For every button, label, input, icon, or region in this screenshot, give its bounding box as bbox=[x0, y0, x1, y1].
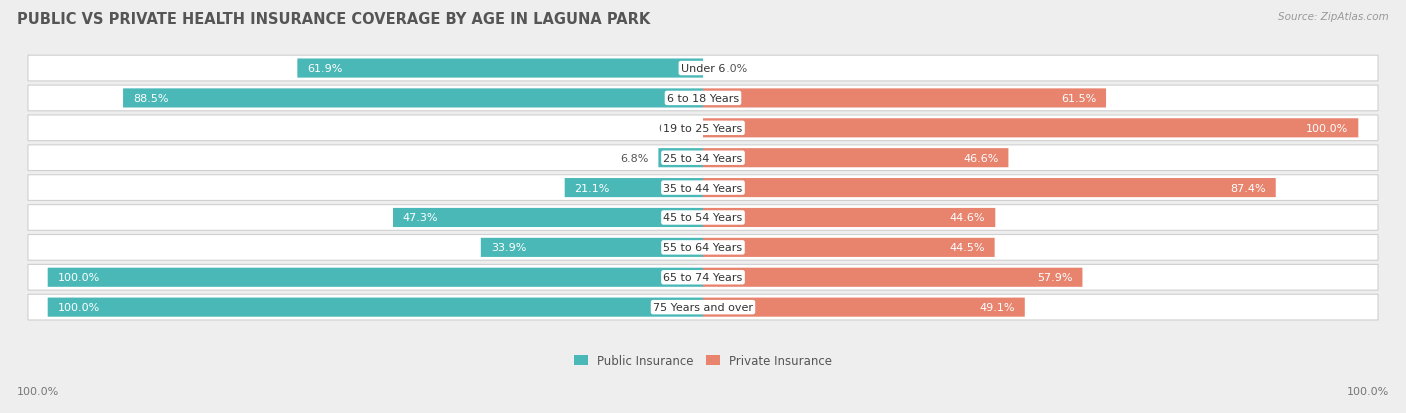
Text: Source: ZipAtlas.com: Source: ZipAtlas.com bbox=[1278, 12, 1389, 22]
Text: 19 to 25 Years: 19 to 25 Years bbox=[664, 123, 742, 133]
Text: 21.1%: 21.1% bbox=[575, 183, 610, 193]
Text: 49.1%: 49.1% bbox=[980, 302, 1015, 312]
FancyBboxPatch shape bbox=[703, 268, 1083, 287]
Text: 88.5%: 88.5% bbox=[134, 94, 169, 104]
Text: 100.0%: 100.0% bbox=[1306, 123, 1348, 133]
Text: 44.5%: 44.5% bbox=[949, 243, 984, 253]
Text: 100.0%: 100.0% bbox=[58, 302, 100, 312]
Text: 65 to 74 Years: 65 to 74 Years bbox=[664, 273, 742, 282]
FancyBboxPatch shape bbox=[48, 268, 703, 287]
FancyBboxPatch shape bbox=[48, 298, 703, 317]
FancyBboxPatch shape bbox=[297, 59, 703, 78]
FancyBboxPatch shape bbox=[703, 209, 995, 228]
FancyBboxPatch shape bbox=[28, 116, 1378, 141]
Text: 100.0%: 100.0% bbox=[17, 387, 59, 396]
Text: 100.0%: 100.0% bbox=[58, 273, 100, 282]
FancyBboxPatch shape bbox=[703, 238, 994, 257]
Text: 55 to 64 Years: 55 to 64 Years bbox=[664, 243, 742, 253]
FancyBboxPatch shape bbox=[565, 178, 703, 198]
Text: 61.5%: 61.5% bbox=[1062, 94, 1097, 104]
Text: 35 to 44 Years: 35 to 44 Years bbox=[664, 183, 742, 193]
Text: 0.0%: 0.0% bbox=[658, 123, 686, 133]
FancyBboxPatch shape bbox=[703, 89, 1107, 108]
Text: 57.9%: 57.9% bbox=[1038, 273, 1073, 282]
Text: 0.0%: 0.0% bbox=[720, 64, 748, 74]
Text: Under 6: Under 6 bbox=[681, 64, 725, 74]
Text: 25 to 34 Years: 25 to 34 Years bbox=[664, 153, 742, 163]
FancyBboxPatch shape bbox=[28, 175, 1378, 201]
FancyBboxPatch shape bbox=[394, 209, 703, 228]
FancyBboxPatch shape bbox=[124, 89, 703, 108]
Text: 6 to 18 Years: 6 to 18 Years bbox=[666, 94, 740, 104]
FancyBboxPatch shape bbox=[703, 149, 1008, 168]
FancyBboxPatch shape bbox=[28, 205, 1378, 231]
FancyBboxPatch shape bbox=[28, 265, 1378, 290]
FancyBboxPatch shape bbox=[28, 86, 1378, 112]
FancyBboxPatch shape bbox=[28, 145, 1378, 171]
Text: 75 Years and over: 75 Years and over bbox=[652, 302, 754, 312]
Text: 33.9%: 33.9% bbox=[491, 243, 526, 253]
Text: 100.0%: 100.0% bbox=[1347, 387, 1389, 396]
FancyBboxPatch shape bbox=[703, 178, 1275, 198]
Text: 87.4%: 87.4% bbox=[1230, 183, 1265, 193]
FancyBboxPatch shape bbox=[703, 298, 1025, 317]
FancyBboxPatch shape bbox=[28, 56, 1378, 82]
FancyBboxPatch shape bbox=[28, 294, 1378, 320]
FancyBboxPatch shape bbox=[703, 119, 1358, 138]
FancyBboxPatch shape bbox=[658, 149, 703, 168]
FancyBboxPatch shape bbox=[481, 238, 703, 257]
Text: 61.9%: 61.9% bbox=[308, 64, 343, 74]
Legend: Public Insurance, Private Insurance: Public Insurance, Private Insurance bbox=[574, 354, 832, 367]
FancyBboxPatch shape bbox=[28, 235, 1378, 261]
Text: PUBLIC VS PRIVATE HEALTH INSURANCE COVERAGE BY AGE IN LAGUNA PARK: PUBLIC VS PRIVATE HEALTH INSURANCE COVER… bbox=[17, 12, 650, 27]
Text: 6.8%: 6.8% bbox=[620, 153, 648, 163]
Text: 46.6%: 46.6% bbox=[963, 153, 998, 163]
Text: 45 to 54 Years: 45 to 54 Years bbox=[664, 213, 742, 223]
Text: 47.3%: 47.3% bbox=[404, 213, 439, 223]
Text: 44.6%: 44.6% bbox=[950, 213, 986, 223]
